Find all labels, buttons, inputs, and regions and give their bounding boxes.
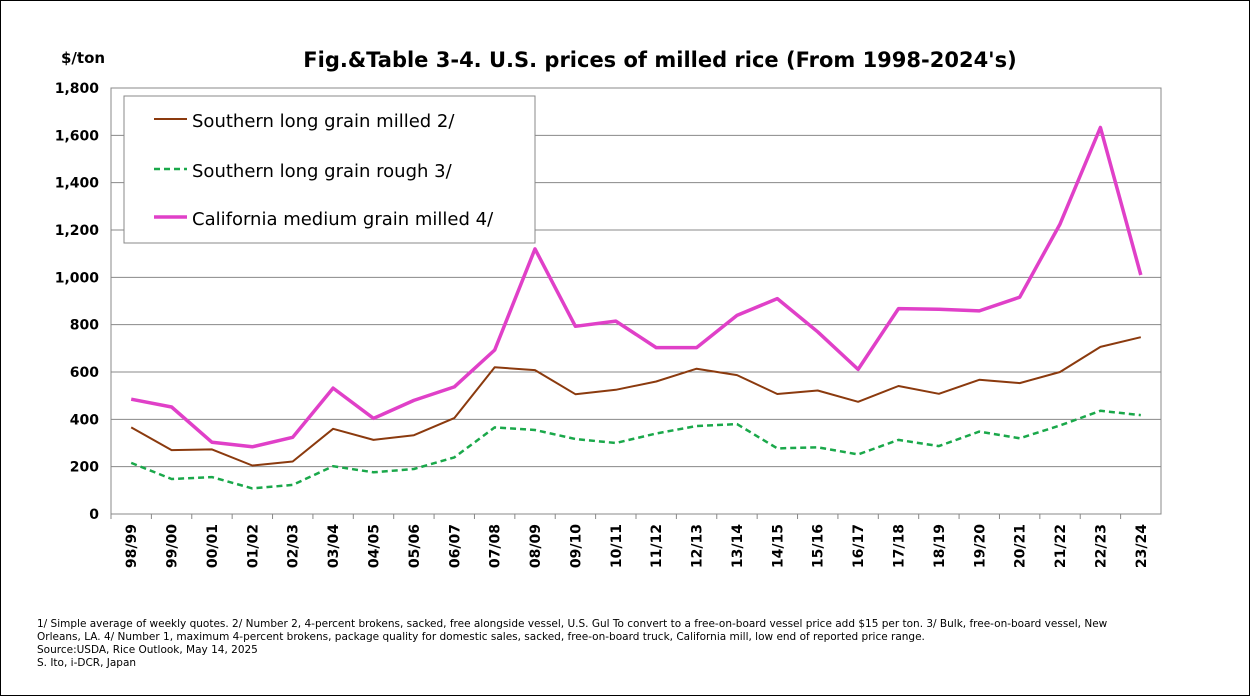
y-tick-label: 1,400 (55, 176, 100, 192)
x-tick-label: 04/05 (367, 524, 383, 568)
legend-label-california: California medium grain milled 4/ (192, 209, 494, 230)
x-tick-label: 23/24 (1134, 524, 1150, 568)
x-tick-label: 22/23 (1093, 524, 1109, 568)
x-axis-ticks: 98/99 99/00 00/01 01/02 02/03 03/04 04/05 05/06… (110, 514, 1150, 568)
y-axis-unit-label: $/ton (61, 49, 105, 67)
y-axis-ticks: 0 200 400 600 800 1,000 1,200 1,400 1,600 1,800 (55, 81, 100, 523)
y-tick-label: 600 (70, 365, 99, 381)
x-tick-label: 08/09 (528, 524, 544, 568)
x-tick-label: 05/06 (407, 524, 423, 568)
y-tick-label: 1,800 (55, 81, 100, 97)
x-tick-label: 17/18 (892, 524, 908, 568)
legend-label-rough: Southern long grain rough 3/ (192, 161, 453, 182)
x-tick-label: 07/08 (488, 524, 504, 568)
x-tick-label: 19/20 (972, 524, 988, 568)
x-tick-label: 09/10 (568, 524, 584, 568)
legend-box (123, 95, 536, 244)
y-tick-label: 1,200 (55, 223, 100, 239)
y-tick-label: 1,000 (55, 270, 100, 286)
y-tick-label: 200 (70, 460, 99, 476)
x-tick-label: 11/12 (649, 524, 665, 568)
series-line-2 (130, 125, 1143, 449)
x-tick-label: 15/16 (811, 524, 827, 568)
x-tick-label: 00/01 (205, 524, 221, 568)
x-tick-label: 03/04 (326, 524, 342, 568)
x-tick-label: 18/19 (932, 524, 948, 568)
x-tick-label: 02/03 (286, 524, 302, 568)
x-tick-label: 99/00 (165, 524, 181, 568)
x-tick-label: 13/14 (730, 524, 746, 568)
x-tick-label: 21/22 (1053, 524, 1069, 568)
x-tick-label: 98/99 (124, 524, 140, 568)
footnotes: 1/ Simple average of weekly quotes. 2/ N… (37, 618, 1207, 670)
x-tick-label: 01/02 (245, 524, 261, 568)
footnote-line: Orleans, LA. 4/ Number 1, maximum 4-perc… (37, 631, 925, 643)
x-tick-label: 10/11 (609, 524, 625, 568)
author-line: S. Ito, i-DCR, Japan (37, 657, 137, 669)
legend: Southern long grain milled 2/ Southern l… (123, 95, 536, 244)
x-tick-label: 12/13 (690, 524, 706, 568)
chart-title: Fig.&Table 3-4. U.S. prices of milled ri… (303, 48, 1016, 72)
y-tick-label: 1,600 (55, 128, 100, 144)
footnote-line: 1/ Simple average of weekly quotes. 2/ N… (37, 618, 1108, 630)
x-tick-label: 14/15 (770, 524, 786, 568)
series-line-1 (130, 409, 1141, 490)
x-tick-label: 16/17 (851, 524, 867, 568)
y-tick-label: 400 (70, 412, 99, 428)
series-lines (130, 125, 1143, 490)
series-line-0 (130, 336, 1142, 467)
y-tick-label: 800 (70, 318, 99, 334)
y-tick-label: 0 (89, 507, 99, 523)
source-line: Source:USDA, Rice Outlook, May 14, 2025 (37, 644, 258, 656)
legend-label-milled: Southern long grain milled 2/ (192, 111, 455, 132)
x-tick-label: 20/21 (1013, 524, 1029, 568)
x-tick-label: 06/07 (447, 524, 463, 568)
